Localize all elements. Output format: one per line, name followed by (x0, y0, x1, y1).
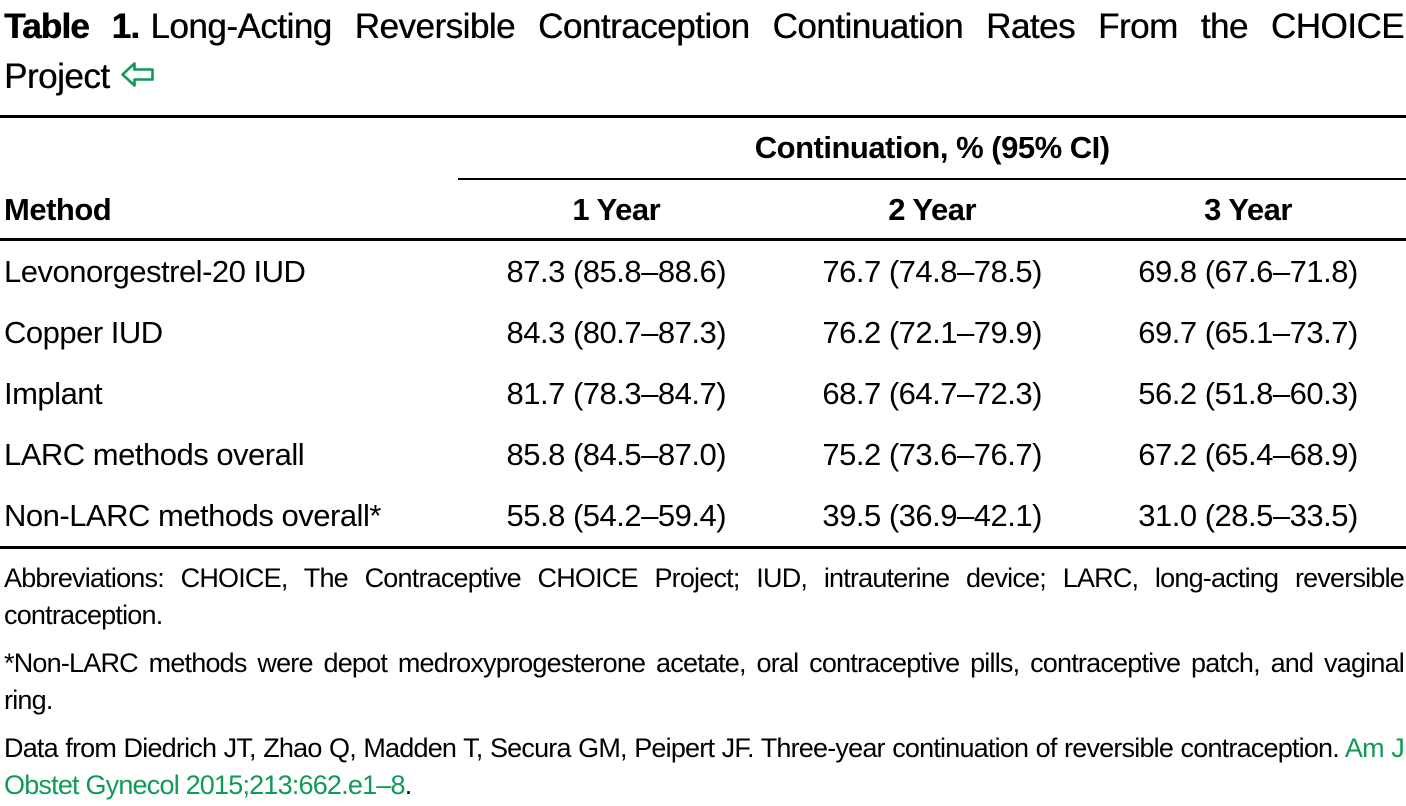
year-1-column-header: 1 Year (572, 192, 661, 227)
method-cell: Copper IUD (4, 314, 163, 350)
value-cell-2yr: 68.7 (64.7–72.3) (822, 375, 1042, 411)
method-cell: Non-LARC methods overall* (4, 497, 381, 533)
year-3-column-header: 3 Year (1204, 192, 1292, 227)
value-cell-2yr: 76.2 (72.1–79.9) (822, 314, 1042, 350)
value-cell-1yr: 84.3 (80.7–87.3) (506, 314, 727, 350)
value-cell-1yr: 55.8 (54.2–59.4) (506, 497, 727, 533)
value-cell-3yr: 69.7 (65.1–73.7) (1138, 314, 1358, 350)
value-cell-2yr: 75.2 (73.6–76.7) (822, 436, 1042, 472)
table-title: Table 1. Long-Acting Reversible Contracep… (0, 2, 1406, 102)
continuation-span-header: Continuation, % (95% CI) (458, 118, 1406, 180)
citation-link[interactable]: Am J Obstet Gynecol 2015;213:662.e1–8 (4, 733, 1405, 800)
value-cell-3yr: 67.2 (65.4–68.9) (1138, 436, 1358, 472)
method-cell: Implant (4, 375, 103, 411)
value-cell-2yr: 39.5 (36.9–42.1) (822, 497, 1042, 533)
left-arrow-icon (121, 62, 155, 87)
value-cell-1yr: 81.7 (78.3–84.7) (506, 375, 727, 411)
source-suffix: . (404, 770, 412, 800)
back-reference-arrow-link[interactable] (119, 57, 156, 96)
method-column-header: Method (4, 192, 112, 227)
data-table: Method Continuation, % (95% CI) 1 Year 2… (0, 115, 1406, 549)
value-cell-1yr: 85.8 (84.5–87.0) (506, 436, 727, 472)
table-caption-text: Long-Acting Reversible Contraception Con… (4, 7, 1405, 96)
table-number-label: Table 1. (4, 7, 140, 46)
year-2-column-header: 2 Year (888, 192, 977, 227)
table-footnotes: Abbreviations: CHOICE, The Contraceptive… (0, 549, 1406, 804)
method-cell: LARC methods overall (4, 436, 305, 472)
value-cell-1yr: 87.3 (85.8–88.6) (506, 253, 727, 289)
footnote-source: Data from Diedrich JT, Zhao Q, Madden T,… (4, 730, 1405, 804)
value-cell-2yr: 76.7 (74.8–78.5) (822, 253, 1042, 289)
footnote-asterisk-note: *Non-LARC methods were depot medroxyprog… (4, 648, 1405, 715)
footnote-abbreviations: Abbreviations: CHOICE, The Contraceptive… (4, 563, 1405, 630)
value-cell-3yr: 56.2 (51.8–60.3) (1138, 375, 1358, 411)
method-cell: Levonorgestrel-20 IUD (4, 253, 306, 289)
value-cell-3yr: 69.8 (67.6–71.8) (1138, 253, 1358, 289)
source-text: Data from Diedrich JT, Zhao Q, Madden T,… (4, 733, 1345, 763)
header-bottom-rule (0, 238, 1406, 241)
value-cell-3yr: 31.0 (28.5–33.5) (1138, 497, 1358, 533)
